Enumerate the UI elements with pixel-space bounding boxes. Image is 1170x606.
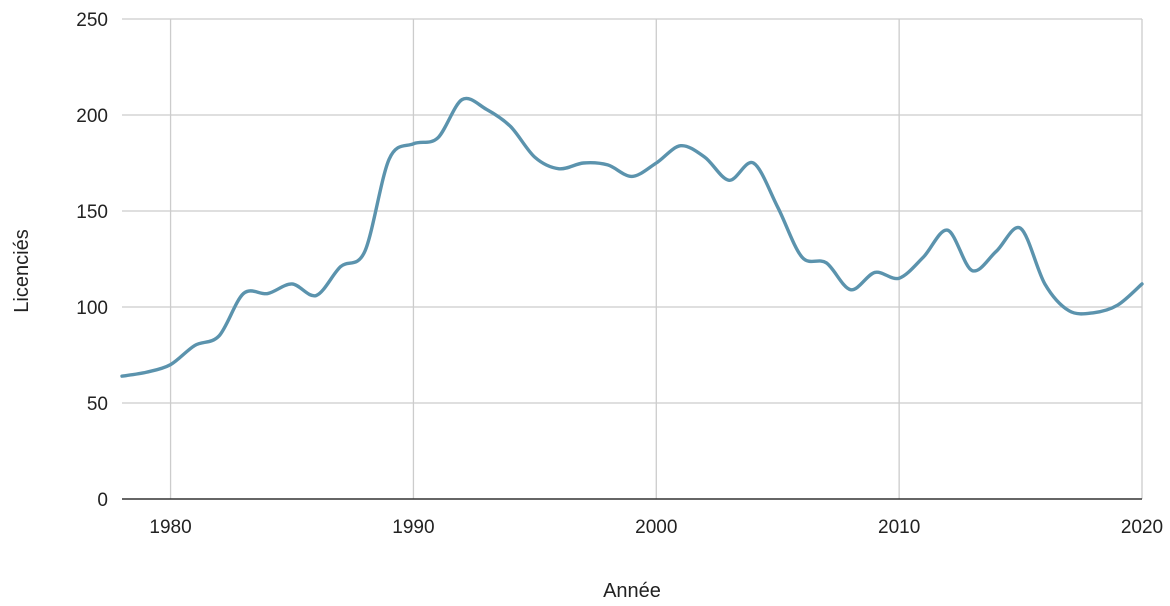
data-point xyxy=(144,370,148,374)
data-point xyxy=(266,292,270,296)
data-point xyxy=(654,161,658,165)
data-point xyxy=(751,161,755,165)
data-point xyxy=(630,174,634,178)
data-point xyxy=(290,282,294,286)
x-tick-label: 2000 xyxy=(635,517,677,538)
data-point xyxy=(800,255,804,259)
tick-labels: 0 50 100 150 200 250 1980 1990 2000 2010 2020 xyxy=(76,10,1163,538)
data-point xyxy=(241,292,245,296)
data-point xyxy=(411,142,415,146)
data-point xyxy=(533,155,537,159)
data-point xyxy=(557,167,561,171)
y-tick-label: 50 xyxy=(87,394,108,415)
data-point xyxy=(703,155,707,159)
data-point xyxy=(873,270,877,274)
x-axis-title: Année xyxy=(603,580,661,601)
data-point xyxy=(1140,282,1144,286)
x-tick-label: 1990 xyxy=(392,517,434,538)
data-point xyxy=(1116,303,1120,307)
gridlines xyxy=(122,18,1143,499)
data-point xyxy=(581,161,585,165)
y-tick-label: 0 xyxy=(97,490,108,511)
data-point xyxy=(1067,309,1071,313)
data-point xyxy=(387,157,391,161)
data-point xyxy=(824,261,828,265)
data-point xyxy=(946,228,950,232)
y-tick-label: 250 xyxy=(76,10,108,31)
data-point xyxy=(727,178,731,182)
series-layer xyxy=(120,96,1144,378)
data-point xyxy=(339,265,343,269)
data-point xyxy=(776,205,780,209)
data-point xyxy=(679,144,683,148)
y-axis-title: Licenciés xyxy=(11,229,33,312)
data-point xyxy=(994,249,998,253)
x-tick-label: 2020 xyxy=(1121,517,1163,538)
data-point xyxy=(1091,311,1095,315)
data-point xyxy=(606,163,610,167)
data-point xyxy=(970,269,974,273)
data-point xyxy=(460,98,464,102)
data-point xyxy=(1043,282,1047,286)
data-point xyxy=(436,136,440,140)
data-point xyxy=(509,125,513,129)
x-tick-label: 2010 xyxy=(878,517,920,538)
data-point xyxy=(897,276,901,280)
data-point xyxy=(314,293,318,297)
data-point xyxy=(849,288,853,292)
data-point xyxy=(1019,226,1023,230)
y-tick-label: 200 xyxy=(76,106,108,127)
data-point xyxy=(363,249,367,253)
x-tick-label: 1980 xyxy=(149,517,191,538)
y-tick-label: 150 xyxy=(76,202,108,223)
data-point xyxy=(217,334,221,338)
data-point xyxy=(484,107,488,111)
y-tick-label: 100 xyxy=(76,298,108,319)
data-point xyxy=(193,343,197,347)
data-point xyxy=(921,255,925,259)
data-point xyxy=(169,363,173,367)
data-point xyxy=(120,374,124,378)
series-line-0 xyxy=(120,96,1144,378)
